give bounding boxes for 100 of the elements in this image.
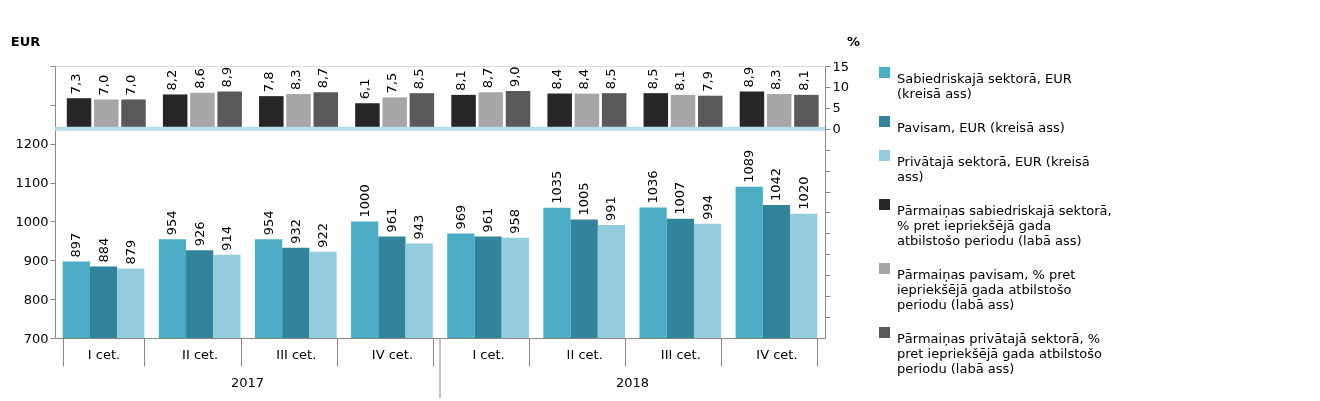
legend-label: Pārmaiņas sabiedriskajā sektorā, % pret iepriekšējā gada atbilstošo periodu (labā ass) <box>897 202 1112 248</box>
data-label: 954 <box>260 210 276 236</box>
bar <box>643 93 669 129</box>
bar <box>601 93 627 129</box>
data-label: 1036 <box>645 170 661 204</box>
legend-label: Pārmaiņas privātajā sektorā, % pret iepriekšējā gada atbilstošo periodu (labā ass) <box>897 330 1103 376</box>
data-label: 8,1 <box>452 70 468 91</box>
data-label: 7,9 <box>699 71 715 92</box>
bar <box>451 94 476 129</box>
bar <box>286 94 311 129</box>
data-label: 9,0 <box>507 66 523 88</box>
bar <box>66 98 92 129</box>
data-label: 8,9 <box>741 66 757 88</box>
x-tick-label: I cet. <box>87 346 121 362</box>
data-label: 897 <box>68 232 84 258</box>
data-label: 8,5 <box>411 68 427 90</box>
data-label: 1089 <box>741 149 757 183</box>
data-label: 8,3 <box>287 69 303 91</box>
y2-axis-title: % <box>846 33 861 49</box>
y-tick-label: 700 <box>23 330 49 346</box>
bar <box>670 94 696 129</box>
x-tick-label: III cet. <box>660 346 701 362</box>
text: 2018 <box>615 375 650 390</box>
y-tick-label: 1200 <box>15 136 49 152</box>
data-label: 884 <box>95 237 111 263</box>
data-label: 1035 <box>548 170 564 204</box>
bar <box>574 93 600 129</box>
data-label: 8,7 <box>480 67 496 89</box>
data-label: 8,9 <box>218 66 234 88</box>
bar <box>94 99 119 129</box>
x-tick-label: IV cet. <box>756 346 798 362</box>
bar <box>409 93 435 129</box>
legend-label: Privātajā sektorā, EUR (kreisā ass) <box>897 153 1090 184</box>
bar <box>355 103 380 129</box>
bar <box>478 92 504 129</box>
bar <box>547 93 572 129</box>
y-tick-label: 800 <box>23 291 49 307</box>
data-label: 7,0 <box>95 74 111 96</box>
y2-tick-label: 0 <box>832 121 841 137</box>
data-label: 8,3 <box>768 69 784 91</box>
data-label: 8,5 <box>645 68 661 90</box>
legend-label: Sabiedriskajā sektorā, EUR (kreisā ass) <box>897 70 1072 101</box>
data-label: 6,1 <box>356 78 372 100</box>
data-label: 943 <box>411 214 427 240</box>
data-label: 991 <box>603 196 619 221</box>
data-label: 7,0 <box>122 74 138 96</box>
data-label: 926 <box>191 221 207 247</box>
data-label: 8,2 <box>164 69 180 91</box>
x-tick-label: II cet. <box>566 346 603 362</box>
data-label: 932 <box>287 219 303 244</box>
y-axis-title: EUR <box>10 33 41 49</box>
data-label: 1042 <box>768 168 784 202</box>
data-label: 961 <box>383 207 399 233</box>
y2-tick-label: 10 <box>832 79 850 95</box>
bar <box>698 95 723 129</box>
bar <box>121 99 146 129</box>
legend-label: Pavisam, EUR (kreisā ass) <box>897 119 1065 135</box>
data-label: 969 <box>452 204 468 230</box>
data-label: 914 <box>218 226 234 251</box>
y-tick-label: 1000 <box>15 213 49 229</box>
data-label: 7,5 <box>383 72 399 94</box>
x-tick-label: III cet. <box>276 346 317 362</box>
legend-label: Pārmaiņas pavisam, % pret iepriekšējā gada atbilstošo periodu (labā ass) <box>897 266 1076 312</box>
data-label: 8,1 <box>672 70 688 91</box>
y-tick-label: 1100 <box>15 175 49 191</box>
bar <box>259 96 284 129</box>
data-label: 954 <box>164 210 180 236</box>
data-label: 994 <box>699 194 715 220</box>
bar <box>217 91 242 129</box>
bar <box>739 91 765 129</box>
data-label: 879 <box>122 239 138 265</box>
y-tick-label: 900 <box>23 252 49 268</box>
bar <box>162 94 188 129</box>
data-label: 7,8 <box>260 71 276 93</box>
x-tick-label: IV cet. <box>371 346 414 362</box>
data-label: 1005 <box>576 182 592 216</box>
data-label: 7,3 <box>68 73 84 95</box>
data-label: 8,7 <box>315 67 331 89</box>
data-label: 922 <box>315 222 331 248</box>
bar <box>190 92 215 129</box>
data-label: 8,1 <box>795 70 811 91</box>
bar <box>382 97 407 129</box>
bar <box>505 91 531 129</box>
x-tick-label: I cet. <box>472 346 505 362</box>
bar <box>313 92 339 129</box>
data-label: 961 <box>480 207 496 233</box>
data-label: 8,4 <box>576 68 592 90</box>
data-label: 8,6 <box>191 68 207 89</box>
y2-tick-label: 5 <box>832 100 841 116</box>
data-label: 958 <box>507 208 523 234</box>
bar <box>766 94 792 129</box>
x-tick-label: II cet. <box>182 346 219 362</box>
data-label: 1007 <box>672 181 688 215</box>
data-label: 8,4 <box>548 68 564 90</box>
text: 2017 <box>230 375 265 390</box>
data-label: 1000 <box>356 184 372 218</box>
data-label: 1020 <box>795 176 811 210</box>
y2-tick-label: 15 <box>832 58 850 74</box>
data-label: 8,5 <box>603 68 619 90</box>
bar <box>794 94 819 129</box>
